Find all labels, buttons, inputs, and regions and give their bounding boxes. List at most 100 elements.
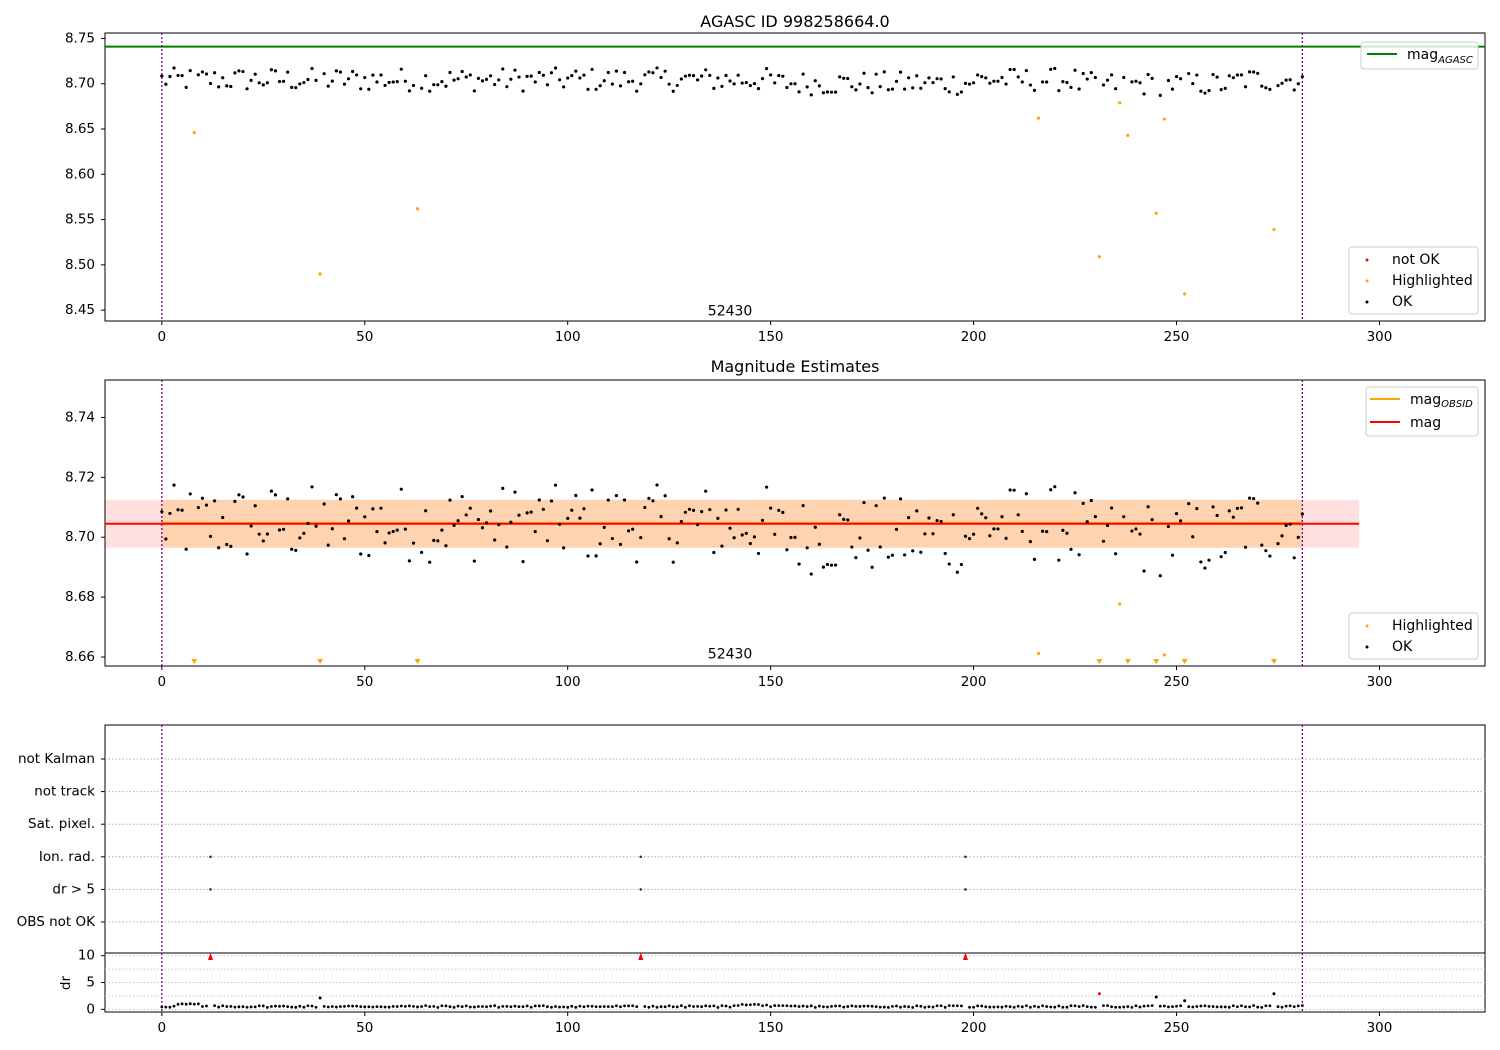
ok-point [1142, 92, 1146, 96]
ok-point [870, 91, 874, 95]
dr-point [1130, 1005, 1134, 1009]
panel-agasc: AGASC ID 998258664.0 8.45 8.50 8.55 8.60… [65, 12, 1486, 345]
ok-point [428, 89, 432, 93]
dr-point [1089, 1005, 1093, 1009]
dr-point [444, 1004, 448, 1008]
ok-point [217, 85, 221, 89]
x-tick-label: 250 [1164, 1020, 1190, 1036]
ok-point [574, 69, 578, 73]
dr-point [270, 1005, 273, 1008]
ok-point [821, 91, 826, 95]
ok-point [1280, 534, 1284, 538]
dr-point [408, 1004, 411, 1008]
x-tick-label: 150 [758, 329, 784, 345]
ok-point [562, 546, 566, 550]
ok-point [440, 79, 444, 84]
ok-point [728, 79, 732, 83]
ok-point [310, 66, 314, 71]
ok-point [902, 87, 907, 91]
dr-point [253, 1005, 257, 1009]
ok-point [1089, 71, 1093, 75]
highlighted-point [318, 272, 322, 276]
dr-point [403, 1004, 407, 1008]
ok-point [874, 504, 878, 508]
ok-point [1073, 491, 1077, 495]
x-tick-label: 50 [356, 1020, 373, 1036]
dr-point [1236, 1005, 1239, 1009]
dr-point [1296, 1004, 1300, 1008]
ok-point [947, 562, 951, 566]
x-tick-label: 250 [1164, 329, 1190, 345]
ok-point [951, 513, 955, 517]
ok-point [350, 69, 355, 74]
ok-point [598, 542, 602, 546]
ok-point [472, 559, 476, 563]
ok-point [1061, 80, 1065, 84]
ok-point [728, 526, 732, 530]
ok-point [1077, 87, 1081, 91]
ok-point [432, 83, 436, 87]
ok-point [777, 73, 781, 78]
ok-point [939, 77, 943, 81]
ok-point [338, 497, 343, 501]
ok-point [574, 493, 578, 498]
ok-point [269, 489, 274, 493]
ok-point [801, 503, 805, 508]
dr-point [282, 1004, 285, 1008]
legend-label-ok: OK [1392, 294, 1413, 310]
ok-point [1264, 549, 1268, 553]
ok-point [229, 84, 233, 89]
dr-clipped-marker [208, 952, 214, 960]
dr-point [692, 1005, 695, 1008]
ok-point [789, 535, 793, 540]
ok-point [988, 534, 992, 538]
ok-point [290, 85, 294, 89]
dr-point [330, 1005, 334, 1008]
dr-point [866, 1004, 870, 1008]
ok-point [448, 70, 452, 75]
ok-point [586, 87, 590, 91]
ok-point [1207, 89, 1211, 93]
dr-point [387, 1005, 391, 1009]
ok-point [541, 507, 545, 511]
ok-point [1008, 488, 1012, 492]
highlighted-point [1036, 651, 1041, 656]
ok-point [1016, 513, 1020, 517]
ok-point [1243, 85, 1248, 89]
panel-agasc-x-axis: 0 50 100 150 200 250 300 [158, 321, 1392, 345]
dr-point [688, 1004, 691, 1008]
dr-point [878, 1005, 882, 1009]
dr-point [822, 1005, 825, 1009]
dr-point [1045, 1005, 1049, 1008]
dr-point [870, 1004, 874, 1008]
ok-point [842, 517, 846, 521]
panel-dr-ylabel: dr [58, 975, 74, 990]
ok-point [643, 505, 647, 510]
dr-point [744, 1003, 748, 1007]
ok-point [578, 76, 582, 80]
ok-point [1045, 530, 1049, 534]
dr-point [1016, 1004, 1020, 1008]
dr-point [984, 1005, 988, 1009]
dr-point [655, 1005, 659, 1009]
ok-point [590, 67, 594, 72]
dr-point [351, 1004, 354, 1008]
ok-point [302, 80, 306, 85]
ok-point [1146, 72, 1150, 77]
ok-point [870, 565, 874, 569]
ok-point [740, 533, 744, 537]
ok-point [1252, 496, 1256, 501]
ok-point [1292, 88, 1296, 92]
dr-point [485, 1005, 488, 1009]
ok-point [460, 69, 464, 74]
flag-point [209, 855, 212, 859]
ok-point [302, 531, 306, 535]
ok-point [1187, 71, 1191, 76]
ok-point [716, 76, 720, 80]
dr-point [594, 1005, 598, 1009]
ok-point [1239, 506, 1244, 510]
ok-point [907, 516, 911, 520]
dr-point [712, 1004, 716, 1008]
dr-point [1256, 1005, 1260, 1009]
dr-point [196, 1002, 200, 1006]
